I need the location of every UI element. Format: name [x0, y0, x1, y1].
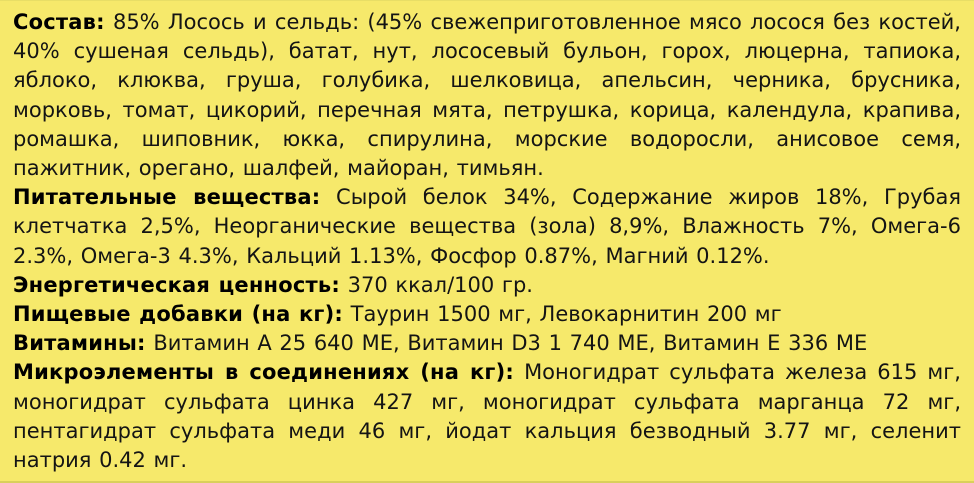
section-energy-text: 370 ккал/100 гр. — [347, 272, 533, 297]
section-additives-text: Таурин 1500 мг, Левокарнитин 200 мг — [350, 302, 782, 327]
section-nutrients-title: Питательные вещества: — [13, 185, 321, 210]
section-trace-elements-text: Моногидрат сульфата железа 615 мг, моног… — [13, 360, 961, 473]
section-energy: Энергетическая ценность: 370 ккал/100 гр… — [13, 271, 961, 300]
section-vitamins-text: Витамин A 25 640 МЕ, Витамин D3 1 740 МЕ… — [153, 331, 868, 356]
section-nutrients: Питательные вещества: Сырой белок 34%, С… — [13, 183, 961, 271]
section-additives-title: Пищевые добавки (на кг): — [13, 302, 343, 327]
section-vitamins-title: Витамины: — [13, 331, 146, 356]
section-trace-elements-title: Микроэлементы в соединениях (на кг): — [13, 360, 514, 385]
section-nutrients-text: Сырой белок 34%, Содержание жиров 18%, Г… — [13, 185, 961, 268]
section-composition-title: Состав: — [13, 10, 105, 34]
section-additives: Пищевые добавки (на кг): Таурин 1500 мг,… — [13, 300, 961, 329]
section-energy-title: Энергетическая ценность: — [13, 272, 340, 297]
section-vitamins: Витамины: Витамин A 25 640 МЕ, Витамин D… — [13, 329, 961, 358]
section-composition: Состав: 85% Лосось и сельдь: (45% свежеп… — [13, 8, 961, 183]
section-composition-text: 85% Лосось и сельдь: (45% свежеприготовл… — [13, 10, 961, 181]
section-trace-elements: Микроэлементы в соединениях (на кг): Мон… — [13, 358, 961, 475]
